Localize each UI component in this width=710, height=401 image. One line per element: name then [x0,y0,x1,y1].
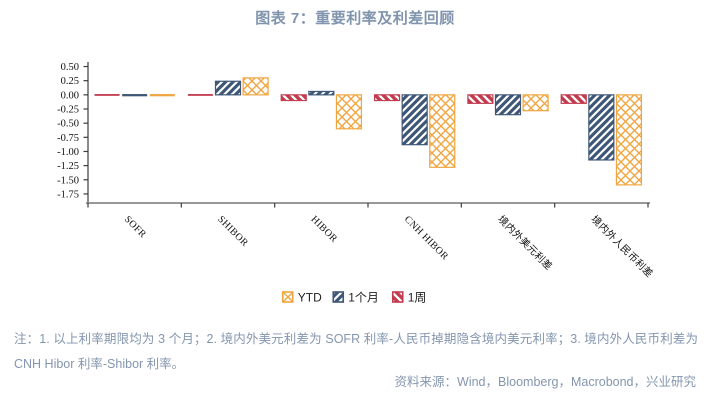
bar-境内外美元利差-1个月 [494,94,522,116]
bar-CNH-HIBOR-YTD [429,94,456,168]
bar-境内外人民币利差-YTD [615,94,643,186]
legend-label-1周: 1周 [408,291,427,305]
bar-境内外美元利差-1周 [467,94,494,104]
y-axis-label: -1.25 [57,161,79,172]
y-axis-label: -1.75 [57,189,79,200]
legend-label-1个月: 1个月 [348,291,379,305]
bar-HIBOR-YTD [335,94,363,130]
y-axis-label: 0.25 [61,76,79,87]
legend-item-YTD: YTD [281,291,322,305]
bar-SOFR-1个月 [122,94,148,97]
bar-SOFR-1周 [94,94,120,96]
legend-item-1个月: 1个月 [332,291,379,305]
bar-CNH-HIBOR-1个月 [401,94,428,146]
legend-swatch-1个月 [332,291,345,303]
bar-HIBOR-1周 [280,94,307,102]
x-axis-label: SHIBOR [215,214,250,249]
x-axis-label: SOFR [122,214,148,240]
legend-label-YTD: YTD [298,291,322,305]
bar-SOFR-YTD [149,94,175,97]
y-axis-label: -0.50 [57,119,79,130]
y-axis-label: -0.75 [57,133,79,144]
legend-swatch-1周 [391,291,404,303]
bar-SHIBOR-1个月 [214,80,242,96]
bar-SHIBOR-1周 [187,94,213,96]
y-axis-label: 0.00 [61,90,79,101]
bar-境内外人民币利差-1个月 [588,94,615,161]
bar-SHIBOR-YTD [242,77,269,96]
y-axis-label: -1.50 [57,175,79,186]
bar-境内外人民币利差-1周 [560,94,587,104]
y-axis-label: 0.50 [61,62,79,73]
bar-CNH-HIBOR-1周 [373,94,401,102]
x-axis-label: CNH HIBOR [402,214,450,262]
y-axis-label: -1.00 [57,147,79,158]
legend-item-1周: 1周 [391,291,427,305]
legend-swatch-YTD [281,291,294,303]
bar-chart: 0.50 0.25 0.00 -0.25 -0.50 -0.75 -1.00 -1.25 -1.… [57,62,656,305]
x-axis-label: HIBOR [309,214,340,245]
bar-境内外美元利差-YTD [522,94,549,112]
footnote: 注：1. 以上利率期限均为 3 个月；2. 境内外美元利差为 SOFR 利率-人… [14,332,698,371]
x-axis-label: 境内外人民币利差 [589,213,656,280]
chart-title: 图表 7：重要利率及利差回顾 [255,10,455,27]
bar-HIBOR-1个月 [308,90,335,96]
source-credit: 资料来源：Wind，Bloomberg，Macrobond，兴业研究 [394,375,696,389]
x-axis-label: 境内外美元利差 [495,213,555,273]
y-axis-label: -0.25 [57,105,79,116]
